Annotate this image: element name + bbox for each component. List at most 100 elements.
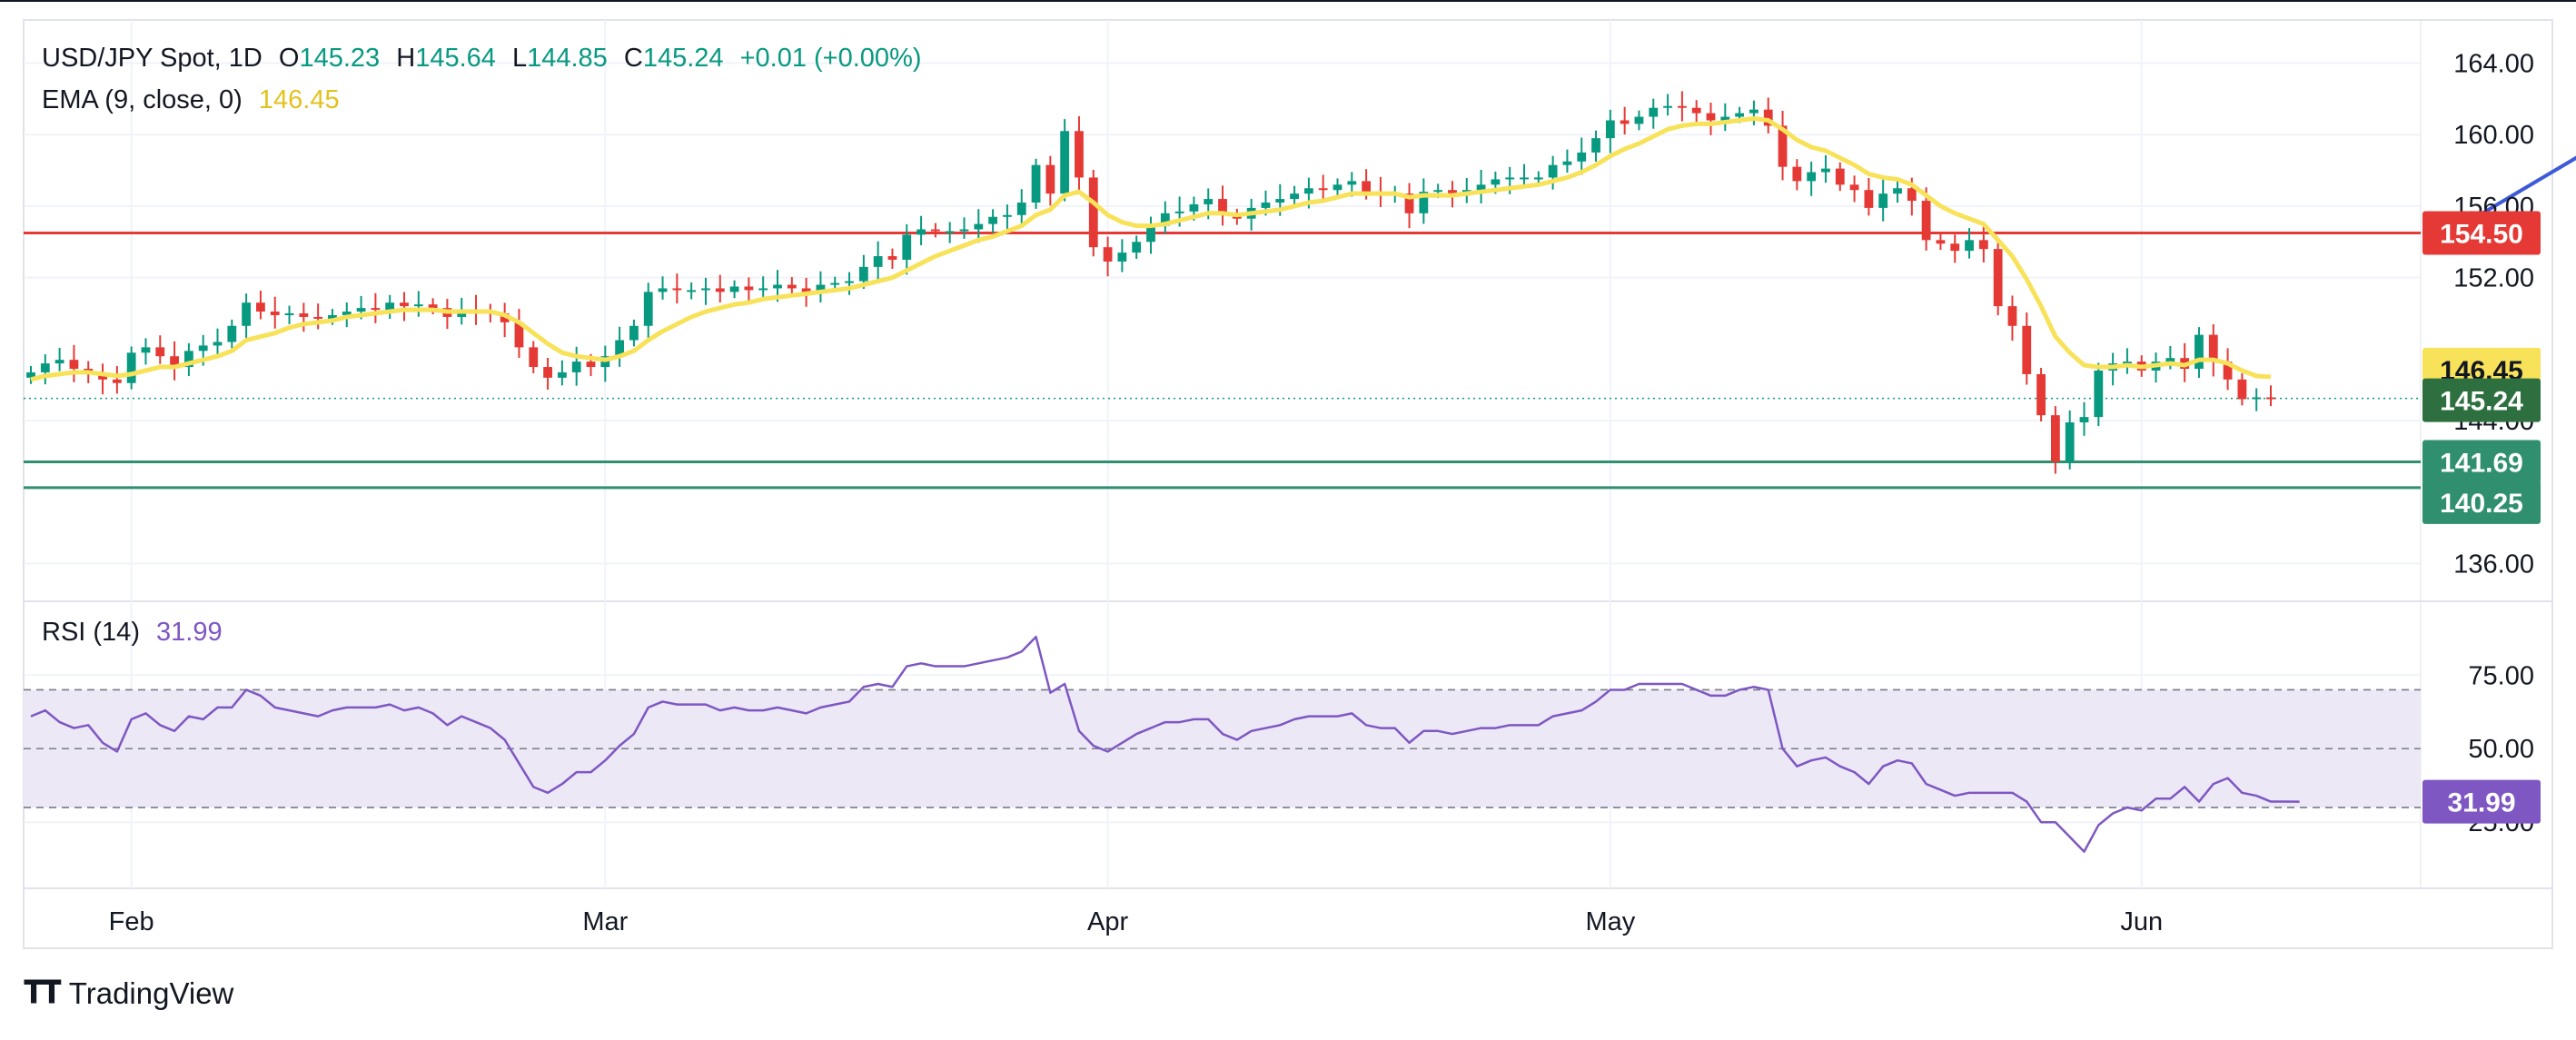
time-tick-label: May: [1585, 907, 1635, 936]
candle-body: [400, 302, 409, 307]
rsi-band: [24, 688, 2421, 808]
candle-body: [629, 325, 639, 341]
last-price-tag: 145.24: [2440, 387, 2523, 417]
rsi-legend-label: RSI (14): [42, 618, 140, 647]
candle-body: [1433, 190, 1443, 193]
candle-body: [270, 312, 280, 315]
candle-body: [2195, 334, 2204, 369]
candle-body: [858, 266, 868, 282]
candle-body: [1448, 190, 1457, 196]
ema-legend: EMA (9, close, 0) 146.45: [42, 85, 349, 115]
price-tick-label: 164.00: [2453, 50, 2534, 79]
price-tick-label: 152.00: [2453, 264, 2534, 293]
candle-body: [586, 362, 596, 368]
candle-body: [1132, 242, 1142, 253]
candle-body: [930, 229, 940, 232]
candle-body: [112, 379, 122, 383]
open-label: O: [278, 44, 300, 73]
candle-body: [1347, 181, 1357, 185]
candle-body: [40, 363, 50, 372]
candle-body: [1160, 213, 1170, 226]
symbol-title: USD/JPY Spot, 1D: [42, 44, 263, 73]
candle-body: [141, 347, 151, 353]
candle-body: [2266, 397, 2275, 400]
support-2-price-tag: 140.25: [2440, 489, 2523, 519]
candle-body: [284, 313, 294, 315]
close-value: 145.24: [642, 44, 724, 73]
candle-body: [155, 347, 165, 357]
price-tick-label: 160.00: [2453, 121, 2534, 150]
candle-body: [1677, 105, 1687, 108]
candle-body: [1533, 177, 1543, 180]
candle-body: [845, 281, 854, 283]
candle-body: [701, 288, 710, 291]
candle-body: [1174, 211, 1184, 213]
rsi-price-tag: 31.99: [2447, 788, 2515, 818]
rsi-tick-label: 50.00: [2468, 735, 2534, 764]
low-label: L: [511, 44, 528, 73]
candle-body: [1663, 105, 1672, 108]
chart-frame: [23, 19, 2553, 949]
candle-body: [902, 234, 912, 260]
candle-body: [98, 373, 107, 380]
candle-body: [198, 345, 208, 352]
last-price-tag-bg: [2422, 378, 2541, 422]
resistance-price-tag: 154.50: [2440, 219, 2523, 249]
candle-body: [557, 371, 567, 378]
candle-body: [2165, 358, 2175, 362]
time-tick-label: Mar: [582, 907, 628, 936]
candle-body: [744, 286, 754, 291]
candle-body: [2050, 415, 2060, 462]
candle-body: [1103, 247, 1113, 262]
candle-body: [873, 256, 883, 267]
candle-body: [687, 290, 697, 292]
candle-body: [1275, 199, 1285, 203]
candle-body: [1735, 113, 1745, 117]
candle-body: [1978, 240, 1988, 250]
candle-body: [1849, 184, 1859, 191]
candle-body: [428, 304, 438, 309]
candle-body: [1605, 120, 1615, 139]
candle-body: [773, 284, 782, 289]
candle-body: [1491, 179, 1501, 185]
resistance-price-tag-bg: [2422, 211, 2541, 255]
rsi-legend-value: 31.99: [156, 618, 223, 647]
tradingview-logo[interactable]: 𝐓𝐓 TradingView: [24, 976, 233, 1011]
candle-body: [170, 356, 179, 368]
candle-body: [1117, 253, 1127, 262]
candle-body: [371, 308, 381, 311]
candle-body: [729, 286, 739, 292]
candle-body: [1548, 164, 1558, 178]
rsi-price-tag-bg: [2422, 779, 2541, 824]
close-label: C: [623, 44, 643, 73]
candle-body: [1204, 199, 1214, 204]
candle-body: [1749, 109, 1759, 114]
candle-body: [1821, 168, 1830, 173]
candle-body: [571, 362, 581, 372]
candle-body: [643, 292, 653, 326]
candle-body: [672, 288, 682, 291]
candle-body: [1520, 177, 1529, 180]
candle-body: [887, 256, 897, 260]
candle-body: [1993, 249, 2003, 307]
candle-body: [1476, 184, 1486, 191]
candle-body: [1003, 214, 1012, 217]
horizontal-levels: [24, 231, 2421, 490]
ema-legend-label: EMA (9, close, 0): [42, 85, 243, 114]
candle-body: [500, 313, 510, 322]
candle-body: [2208, 334, 2218, 362]
candle-body: [299, 313, 309, 317]
ema-9-line: [30, 116, 2272, 382]
candle-body: [1505, 177, 1515, 180]
candle-body: [413, 304, 423, 307]
candle-body: [342, 312, 352, 315]
time-tick-label: Apr: [1087, 907, 1128, 936]
candle-body: [529, 347, 539, 368]
candle-body: [1419, 192, 1429, 213]
candle-body: [1031, 164, 1041, 203]
candle-body: [328, 314, 337, 319]
candle-body: [1778, 125, 1788, 167]
candle-body: [54, 360, 64, 364]
